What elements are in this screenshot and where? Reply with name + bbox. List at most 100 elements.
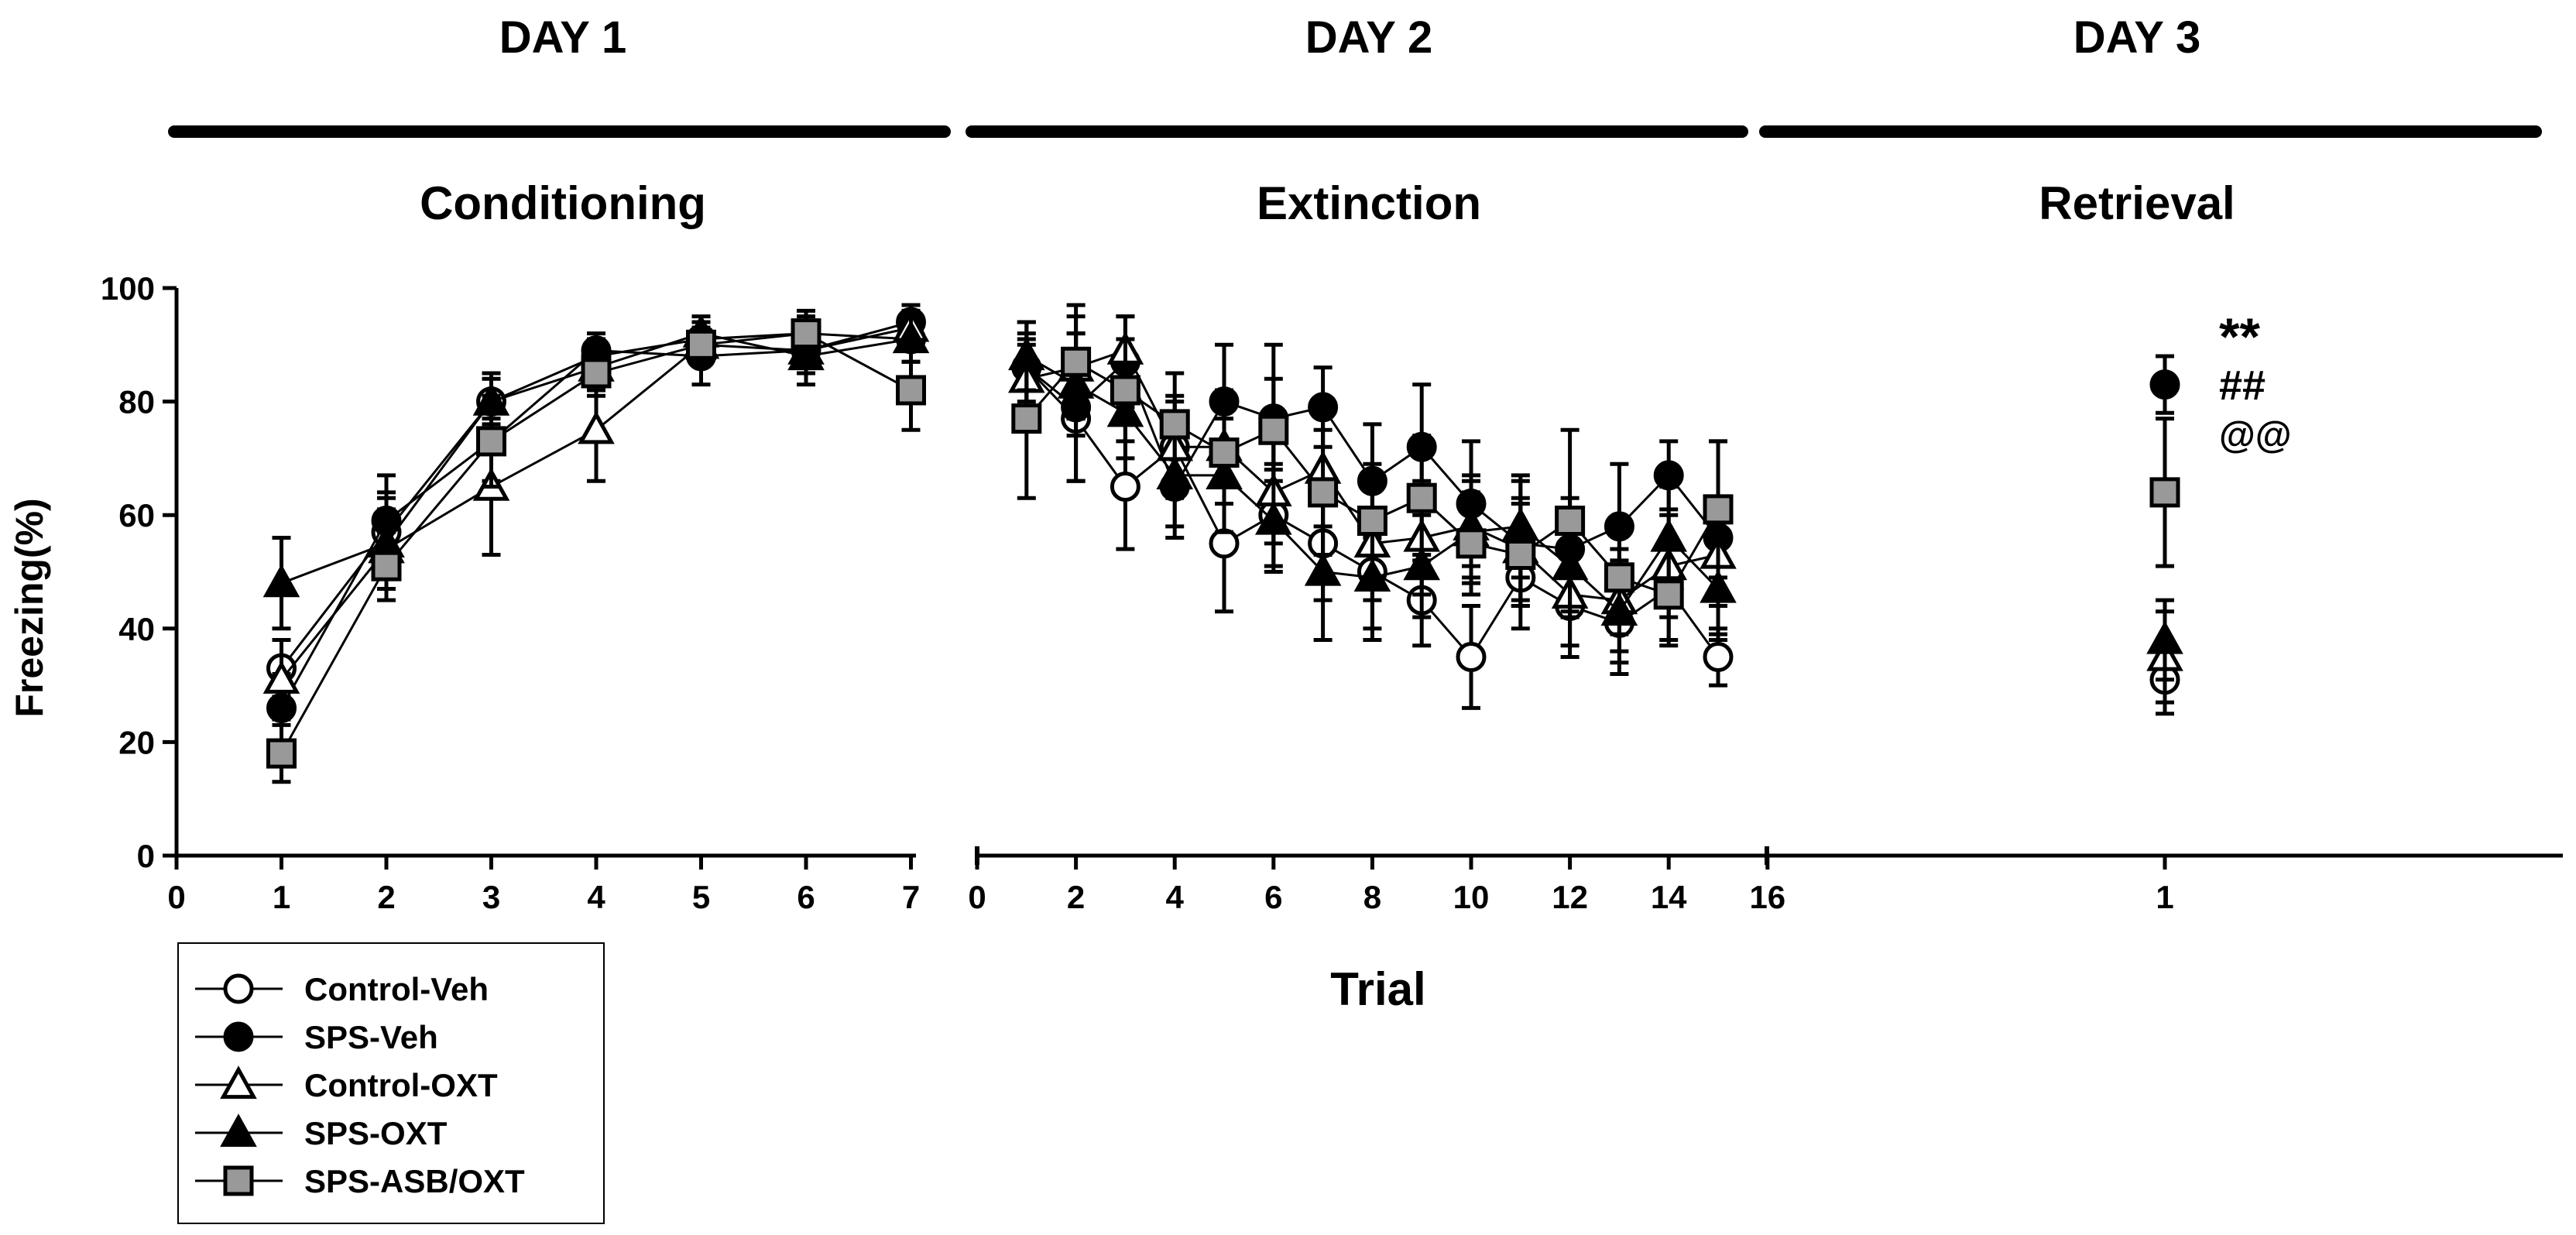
data-point-sps-oxt	[1403, 547, 1440, 581]
legend-item-sps-asb-oxt: SPS-ASB/OXT	[195, 1163, 525, 1199]
legend-item-sps-veh: SPS-Veh	[195, 1019, 438, 1055]
y-axis-label: Freezing(%)	[8, 498, 51, 717]
legend-item-control-oxt: Control-OXT	[195, 1065, 498, 1103]
series-sps-veh-retrieval	[2149, 354, 2180, 415]
x-tick-label: 16	[1749, 879, 1785, 915]
data-point-sps-oxt	[1304, 552, 1342, 586]
data-point-sps-asb-oxt	[1604, 562, 1634, 593]
data-point-control-oxt	[262, 660, 300, 694]
data-point-sps-asb-oxt	[476, 426, 506, 457]
data-point-sps-asb-oxt	[1406, 482, 1437, 513]
legend-label: SPS-ASB/OXT	[304, 1163, 525, 1199]
x-tick-label: 10	[1453, 879, 1490, 915]
legend-marker	[223, 1165, 254, 1196]
data-point-control-veh	[1456, 641, 1487, 672]
panel-conditioning	[262, 303, 930, 784]
y-tick-label: 60	[118, 497, 155, 533]
data-point-control-veh	[1209, 528, 1240, 559]
data-point-sps-asb-oxt	[1110, 375, 1141, 406]
x-tick-label: 4	[1166, 879, 1185, 915]
x-axis-label: Trial	[1330, 963, 1425, 1015]
y-tick-label: 100	[101, 270, 155, 307]
legend-item-sps-oxt: SPS-OXT	[195, 1113, 448, 1151]
data-point-sps-asb-oxt	[1357, 506, 1387, 537]
legend-label: Control-OXT	[304, 1067, 498, 1103]
x-tick-label: 5	[692, 879, 710, 915]
data-point-sps-veh	[1653, 460, 1684, 491]
x-tick-label: 12	[1552, 879, 1588, 915]
phase-label-extinction: Extinction	[1257, 177, 1481, 229]
data-point-sps-asb-oxt	[1653, 579, 1684, 610]
data-point-sps-asb-oxt	[1308, 477, 1339, 508]
legend-marker	[220, 1113, 257, 1148]
significance-mark: ##	[2219, 362, 2266, 409]
panel-headers: DAY 1 Conditioning DAY 2 Extinction DAY 3 Ret…	[168, 12, 2542, 229]
legend-marker	[223, 1021, 254, 1052]
data-point-control-veh	[1703, 641, 1734, 672]
data-point-sps-asb-oxt	[1011, 403, 1042, 434]
data-point-sps-asb-oxt	[266, 738, 297, 769]
legend-marker	[220, 1065, 257, 1099]
data-point-sps-oxt	[787, 337, 825, 371]
data-point-sps-asb-oxt	[1505, 540, 1536, 571]
x-tick-label: 1	[273, 879, 290, 915]
phase-label-conditioning: Conditioning	[420, 177, 706, 229]
data-point-control-veh	[1110, 472, 1141, 503]
series-sps-asb-oxt-conditioning	[266, 314, 926, 784]
y-tick-label: 20	[118, 724, 155, 760]
x-tick-label: 14	[1651, 879, 1687, 915]
data-point-sps-asb-oxt	[371, 551, 402, 581]
x-tick-label: 8	[1363, 879, 1381, 915]
x-tick-label: 1	[2156, 879, 2173, 915]
x-tick-label: 3	[482, 879, 500, 915]
y-tick-label: 40	[118, 611, 155, 647]
data-point-sps-oxt	[1700, 569, 1737, 603]
data-point-sps-asb-oxt	[1159, 409, 1190, 440]
legend-label: SPS-Veh	[304, 1019, 438, 1055]
data-point-sps-asb-oxt	[1703, 494, 1734, 525]
x-tick-label: 6	[1264, 879, 1282, 915]
data-point-sps-asb-oxt	[686, 329, 716, 360]
data-point-sps-asb-oxt	[791, 318, 822, 349]
x-tick-label: 2	[1067, 879, 1085, 915]
legend: Control-Veh SPS-Veh Control-OXT SPS-OXT SPS-…	[177, 942, 605, 1224]
data-point-sps-asb-oxt	[581, 358, 612, 389]
legend-label: SPS-OXT	[304, 1115, 448, 1151]
day-label-3: DAY 3	[2073, 12, 2200, 63]
x-tick-label: 2	[377, 879, 395, 915]
panel-extinction	[1008, 303, 1737, 710]
y-tick-label: 0	[137, 838, 155, 874]
data-point-sps-oxt	[2146, 620, 2183, 654]
significance-mark: @@	[2219, 415, 2292, 456]
data-point-sps-asb-oxt	[2149, 477, 2180, 508]
plot-area: **## @@	[262, 303, 2292, 784]
x-tick-label: 0	[167, 879, 185, 915]
phase-label-retrieval: Retrieval	[2039, 177, 2235, 229]
data-point-sps-oxt	[262, 564, 300, 598]
data-point-sps-asb-oxt	[1555, 506, 1586, 537]
data-point-sps-veh	[2149, 369, 2180, 400]
data-point-sps-asb-oxt	[1209, 437, 1240, 468]
data-point-sps-asb-oxt	[1258, 414, 1289, 445]
data-point-control-oxt	[578, 410, 615, 444]
series-sps-asb-oxt-extinction	[1011, 303, 1734, 648]
legend-item-control-veh: Control-Veh	[195, 971, 489, 1007]
day-label-1: DAY 1	[499, 12, 626, 63]
x-tick-label: 6	[797, 879, 815, 915]
significance-annotations: **## @@	[2219, 307, 2292, 456]
x-tick-label: 7	[902, 879, 920, 915]
day-label-2: DAY 2	[1305, 12, 1432, 63]
series-sps-asb-oxt-retrieval	[2149, 417, 2180, 568]
legend-label: Control-Veh	[304, 971, 489, 1007]
data-point-sps-asb-oxt	[896, 375, 926, 406]
data-point-sps-asb-oxt	[1061, 346, 1092, 377]
panel-retrieval: **## @@	[2146, 307, 2292, 716]
data-point-sps-asb-oxt	[1456, 528, 1487, 559]
series-sps-oxt-retrieval	[2146, 598, 2183, 682]
data-point-sps-oxt	[1255, 501, 1292, 535]
legend-marker	[223, 973, 254, 1004]
y-tick-label: 80	[118, 384, 155, 420]
x-tick-label: 4	[587, 879, 605, 915]
